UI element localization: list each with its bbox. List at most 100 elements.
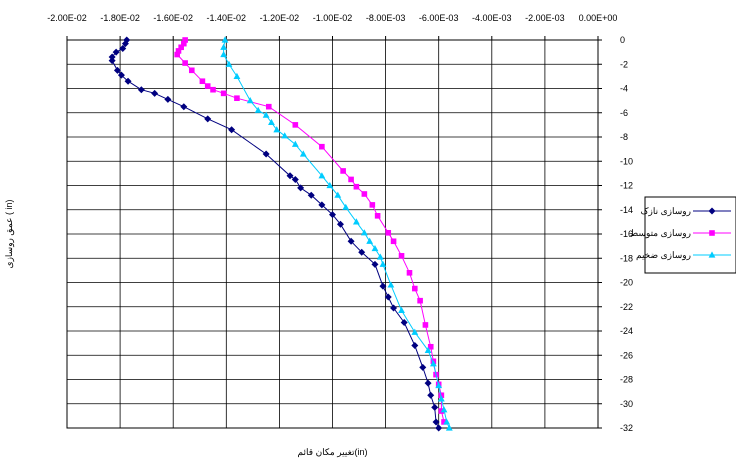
x-tick-label: -1.80E-02 <box>100 13 140 23</box>
y-tick-label: -32 <box>620 423 633 433</box>
data-point <box>220 90 227 97</box>
x-tick-label: -1.40E-02 <box>207 13 247 23</box>
legend-box <box>644 196 736 274</box>
y-axis: 0 -2 -4 -6 -8 -10 -12 -14 -16 -18 -20 -22 -24 -26 -28 -… <box>598 35 633 433</box>
data-point <box>406 270 413 276</box>
data-point <box>431 403 439 411</box>
data-point <box>178 44 184 51</box>
legend-label: روسازی متوسط <box>630 228 691 239</box>
y-tick-label: -20 <box>620 278 633 288</box>
data-point <box>379 282 387 290</box>
data-point <box>353 183 360 190</box>
legend-marker <box>709 230 715 236</box>
series-group <box>108 36 453 432</box>
data-point <box>265 103 272 110</box>
data-point <box>112 48 120 56</box>
x-tick-label: -2.00E-02 <box>47 13 87 23</box>
data-point <box>424 346 432 353</box>
data-point <box>246 97 254 104</box>
y-tick-label: -2 <box>620 59 628 69</box>
data-point <box>352 218 360 225</box>
y-tick-label: 0 <box>620 35 625 45</box>
data-point <box>318 172 326 179</box>
data-point <box>366 237 374 244</box>
legend-item-2: روسازی متوسط <box>630 228 731 239</box>
data-point <box>369 202 376 208</box>
data-point <box>204 83 211 89</box>
data-point <box>412 285 418 292</box>
data-point <box>262 111 270 118</box>
data-point <box>437 395 445 402</box>
data-point <box>440 406 448 413</box>
data-point <box>348 176 354 183</box>
x-tick-label: -4.00E-03 <box>472 13 512 23</box>
data-point <box>411 342 419 350</box>
data-point <box>374 213 381 219</box>
y-tick-label: -22 <box>620 302 633 312</box>
data-point <box>422 322 429 328</box>
data-point <box>307 191 315 199</box>
y-tick-label: -6 <box>620 108 628 118</box>
data-point <box>210 86 216 93</box>
x-tick-label: 0.00E+00 <box>579 13 618 23</box>
data-point <box>340 168 346 174</box>
y-tick-label: -30 <box>620 399 633 409</box>
legend-item-1: روسازی نازک <box>640 206 731 217</box>
data-point <box>286 172 294 180</box>
data-point <box>427 391 435 399</box>
data-point <box>435 381 443 389</box>
data-point <box>291 140 299 147</box>
data-point <box>435 424 443 432</box>
data-point <box>199 78 206 85</box>
data-point <box>371 260 379 268</box>
series-3 <box>220 36 453 431</box>
data-point <box>360 229 368 236</box>
data-point <box>319 143 325 150</box>
data-point <box>441 419 447 425</box>
x-tick-label: -1.00E-02 <box>313 13 353 23</box>
data-point <box>180 103 188 111</box>
data-point <box>291 175 299 183</box>
data-point <box>175 48 182 54</box>
data-point <box>427 343 434 350</box>
y-tick-label: -14 <box>620 205 633 215</box>
data-point <box>151 89 159 97</box>
data-point <box>443 418 451 425</box>
data-point <box>119 44 127 52</box>
legend-marker <box>708 251 716 258</box>
x-axis: -2.00E-02 -1.80E-02 -1.60E-02 -1.40E-02 -1.2… <box>47 13 617 40</box>
data-point <box>233 72 241 79</box>
data-point <box>164 95 172 103</box>
data-point <box>326 181 334 189</box>
data-point <box>358 248 366 256</box>
data-point <box>262 150 270 158</box>
data-point <box>347 237 355 245</box>
data-point <box>384 293 392 301</box>
y-tick-label: -12 <box>620 181 633 191</box>
data-point <box>318 201 326 209</box>
data-point <box>182 37 188 43</box>
data-point <box>361 191 368 197</box>
data-point <box>113 66 121 74</box>
data-point <box>124 77 132 85</box>
y-axis-title: عمق روسازی ( in) <box>4 200 15 269</box>
data-point <box>400 319 408 327</box>
data-point <box>281 132 289 139</box>
data-point <box>445 424 453 431</box>
y-tick-label: -16 <box>620 229 633 239</box>
data-point <box>411 328 419 335</box>
legend-label: روسازی نازک <box>640 206 691 217</box>
data-point <box>225 60 233 67</box>
y-tick-label: -8 <box>620 132 628 142</box>
data-point <box>417 297 423 304</box>
data-point <box>292 122 299 128</box>
x-tick-label: -2.00E-03 <box>525 13 565 23</box>
y-tick-label: -18 <box>620 253 633 263</box>
x-tick-label: -8.00E-03 <box>366 13 406 23</box>
data-point <box>174 51 180 58</box>
series-1 <box>108 36 443 432</box>
y-tick-label: -24 <box>620 326 633 336</box>
data-point <box>297 184 305 192</box>
data-point <box>429 360 437 367</box>
